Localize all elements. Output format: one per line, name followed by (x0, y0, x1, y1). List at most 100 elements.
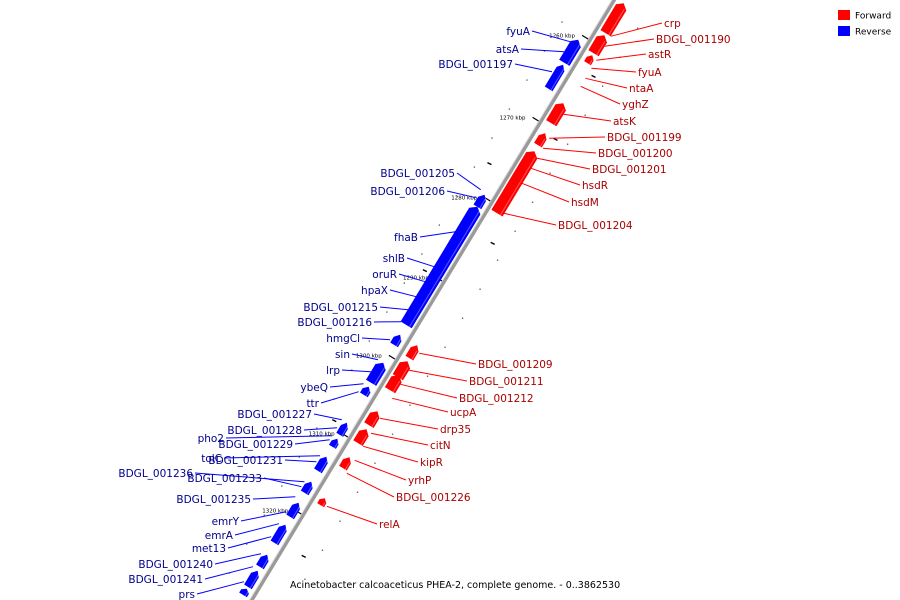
scale-tick (532, 116, 539, 122)
marker-dash (422, 269, 428, 273)
reverse-gene-label-met13: met13 (192, 543, 226, 555)
forward-label-leader (530, 167, 581, 186)
legend-forward-swatch (838, 10, 850, 20)
forward-label-leader (346, 472, 395, 498)
forward-label-leader (563, 113, 612, 122)
forward-label-leader (585, 77, 628, 89)
reverse-label-leader (223, 455, 321, 459)
reverse-gene-arrow-shade (365, 387, 372, 397)
reverse-gene-label-bdgl-001235: BDGL_001235 (176, 494, 251, 506)
legend-reverse-swatch (838, 26, 850, 36)
scale-tick-label: 1320 kbp (262, 508, 288, 514)
reverse-gene-label-bdgl-001241: BDGL_001241 (128, 574, 203, 586)
forward-gene-arrow-shade (411, 350, 418, 360)
reverse-gene-label-sin: sin (335, 349, 350, 361)
forward-label-leader (591, 67, 637, 73)
scale-tick (483, 196, 491, 202)
reverse-label-leader (520, 48, 565, 53)
reverse-gene-label-bdgl-001206: BDGL_001206 (370, 186, 445, 198)
legend-forward-label: Forward (855, 12, 891, 22)
forward-gene-label-crp: crp (664, 18, 681, 30)
reverse-label-leader (313, 413, 342, 421)
reverse-gene-label-bdgl-001205: BDGL_001205 (380, 168, 455, 180)
grid-dot (461, 317, 464, 319)
reverse-gene-arrow (239, 588, 249, 598)
reverse-gene-label-bdgl-001216: BDGL_001216 (297, 317, 372, 329)
reverse-gene-label-pho2: pho2 (198, 433, 224, 445)
reverse-gene-label-prs: prs (179, 589, 195, 600)
forward-gene-label-yghz: yghZ (622, 99, 649, 111)
marker-dash (487, 162, 492, 166)
marker-dash (301, 554, 307, 558)
reverse-label-leader (294, 439, 330, 445)
reverse-gene-arrow-shade (244, 589, 250, 597)
reverse-gene-label-bdgl-001228: BDGL_001228 (227, 425, 302, 437)
reverse-gene-arrow (300, 481, 313, 496)
reverse-gene-label-emry: emrY (212, 516, 240, 528)
forward-gene-label-yrhp: yrhP (408, 475, 431, 487)
grid-dot (602, 85, 604, 87)
grid-dot (339, 520, 341, 522)
grid-dot (368, 340, 370, 342)
grid-dot (508, 108, 511, 110)
scale-tick-label: 1310 kbp (309, 431, 335, 437)
reverse-gene-arrow-shade (341, 423, 350, 437)
gene-features (239, 3, 627, 598)
forward-label-leader (537, 157, 591, 170)
forward-gene-arrow (384, 375, 402, 394)
reverse-label-leader (320, 391, 359, 404)
reverse-label-leader (456, 172, 481, 191)
forward-label-leader (354, 459, 407, 481)
forward-gene-arrow (353, 429, 369, 446)
reverse-label-leader (252, 496, 296, 500)
forward-label-leader (380, 417, 439, 430)
grid-dot (421, 253, 423, 255)
forward-gene-label-bdgl-001211: BDGL_001211 (469, 376, 544, 388)
marker-dash (331, 419, 337, 423)
forward-gene-arrow-shade (392, 381, 401, 393)
reverse-gene-arrow-shade (292, 503, 302, 519)
reverse-gene-arrow (390, 334, 402, 348)
reverse-gene-label-atsa: atsA (496, 44, 520, 56)
reverse-gene-label-bdgl-001240: BDGL_001240 (138, 559, 213, 571)
grid-dot (479, 288, 481, 290)
scale-ticks: 1260 kbp 1270 kbp 1280 kbp 1290 kbp 1300 kbp… (262, 33, 589, 515)
reverse-gene-arrow-shade (334, 439, 340, 449)
reverse-gene-label-bdgl-001233: BDGL_001233 (187, 473, 262, 485)
reverse-gene-arrow (400, 206, 481, 329)
grid-dot (514, 230, 516, 232)
grid-dot (351, 369, 353, 371)
forward-label-leader (370, 432, 429, 446)
grid-dot (543, 50, 546, 52)
reverse-gene-arrow (270, 524, 287, 546)
reverse-gene-arrow-shade (550, 65, 566, 91)
reverse-gene-label-orur: oruR (372, 269, 397, 281)
grid-dot (491, 137, 493, 139)
reverse-gene-label-bdgl-001227: BDGL_001227 (237, 409, 312, 421)
reverse-gene-arrow-shade (276, 525, 289, 545)
grid-dot (246, 543, 248, 545)
forward-gene-arrow-shade (608, 9, 625, 36)
forward-gene-label-ntaa: ntaA (629, 83, 654, 95)
forward-gene-arrow-shade (589, 59, 593, 65)
reverse-gene-arrow (314, 456, 328, 474)
forward-gene-arrow (317, 498, 327, 508)
forward-label-leader (363, 445, 419, 463)
forward-gene-arrow (534, 133, 547, 148)
forward-gene-label-kipr: kipR (420, 457, 443, 469)
grid-dot (496, 259, 499, 261)
scale-tick-label: 1300 kbp (356, 353, 382, 359)
gene-labels: crp BDGL_001190 astR fyuA ntaA yghZ atsK BDGL_0… (118, 18, 730, 600)
grid-dot (316, 427, 318, 429)
reverse-gene-arrow-shade (409, 208, 482, 328)
grid-dot (281, 485, 283, 487)
forward-gene-arrow (405, 345, 419, 361)
reverse-label-leader (446, 190, 477, 199)
reverse-gene-arrow (336, 422, 348, 437)
reverse-gene-arrow-shade (566, 41, 582, 65)
grid-dot (321, 549, 324, 551)
reverse-label-leader (225, 435, 333, 439)
legend: Forward Reverse (838, 10, 892, 38)
label-leaders (194, 22, 663, 595)
